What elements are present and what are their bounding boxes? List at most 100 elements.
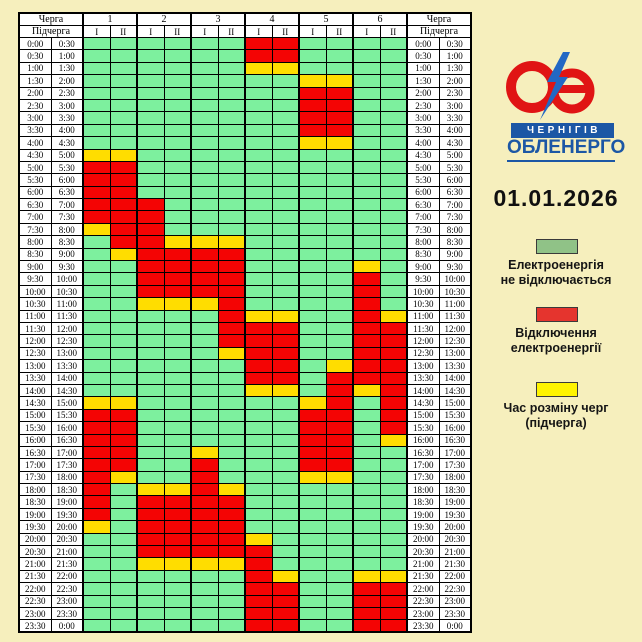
schedule-cell [109, 111, 138, 125]
schedule-cell [163, 483, 192, 497]
time-end-right: 4:30 [438, 136, 472, 150]
time-start: 3:30 [18, 123, 52, 138]
queue-header-3: 3 [190, 12, 246, 26]
schedule-cell [190, 136, 219, 150]
schedule-cell [109, 569, 138, 584]
schedule-cell [379, 383, 408, 398]
schedule-cell [271, 74, 300, 88]
time-end-right: 6:30 [438, 185, 472, 200]
schedule-cell [136, 334, 165, 348]
schedule-cell [271, 346, 300, 361]
schedule-cell [163, 433, 192, 447]
schedule-cell [325, 507, 354, 522]
time-start: 18:30 [18, 495, 52, 509]
time-start-right: 23:30 [406, 619, 440, 633]
schedule-cell [109, 606, 138, 621]
schedule-cell [163, 470, 192, 485]
schedule-cell [271, 532, 300, 547]
time-start-right: 16:00 [406, 433, 440, 447]
schedule-cell [163, 544, 192, 559]
schedule-cell [136, 148, 165, 162]
schedule-cell [379, 98, 408, 113]
schedule-cell [82, 173, 111, 187]
schedule-cell [325, 495, 354, 509]
schedule-cell [244, 49, 273, 63]
schedule-cell [163, 458, 192, 472]
time-end: 14:00 [50, 371, 84, 385]
schedule-cell [325, 61, 354, 76]
schedule-cell [190, 36, 219, 51]
schedule-cell [271, 222, 300, 237]
schedule-cell [82, 185, 111, 200]
time-end: 20:00 [50, 520, 84, 534]
time-start: 17:30 [18, 470, 52, 485]
schedule-cell [190, 185, 219, 200]
time-end: 10:30 [50, 284, 84, 299]
schedule-cell [244, 284, 273, 299]
time-end: 17:30 [50, 458, 84, 472]
time-end-right: 12:00 [438, 321, 472, 336]
schedule-cell [109, 272, 138, 286]
schedule-cell [82, 371, 111, 385]
schedule-cell [82, 247, 111, 262]
time-start: 6:30 [18, 198, 52, 212]
time-start-right: 11:00 [406, 309, 440, 324]
schedule-cell [298, 284, 327, 299]
schedule-cell [271, 284, 300, 299]
time-start-right: 17:00 [406, 458, 440, 472]
time-end: 2:00 [50, 74, 84, 88]
time-end-right: 5:30 [438, 160, 472, 175]
schedule-cell [244, 173, 273, 187]
schedule-cell [379, 198, 408, 212]
schedule-cell [136, 495, 165, 509]
schedule-cell [109, 74, 138, 88]
time-end: 15:00 [50, 396, 84, 410]
schedule-cell [352, 359, 381, 373]
schedule-cell [352, 136, 381, 150]
schedule-cell [109, 334, 138, 348]
schedule-cell [271, 247, 300, 262]
schedule-cell [136, 557, 165, 571]
schedule-cell [109, 445, 138, 460]
schedule-cell [298, 520, 327, 534]
schedule-cell [82, 483, 111, 497]
schedule-cell [379, 173, 408, 187]
brand-city: ЧЕРНІГІВ [511, 123, 614, 138]
legend-swatch-yellow [536, 382, 578, 397]
schedule-cell [82, 458, 111, 472]
schedule-date: 01.01.2026 [493, 185, 619, 211]
time-end-right: 21:00 [438, 544, 472, 559]
lightning-bolt-icon [540, 52, 570, 120]
schedule-cell [190, 445, 219, 460]
time-start: 22:00 [18, 582, 52, 596]
schedule-cell [190, 61, 219, 76]
schedule-cell [352, 346, 381, 361]
time-start: 23:00 [18, 606, 52, 621]
schedule-cell [352, 520, 381, 534]
schedule-cell [136, 111, 165, 125]
schedule-cell [136, 61, 165, 76]
schedule-cell [298, 260, 327, 274]
schedule-cell [271, 198, 300, 212]
schedule-cell [217, 111, 246, 125]
schedule-cell [82, 421, 111, 435]
schedule-cell [136, 483, 165, 497]
schedule-cell [217, 606, 246, 621]
schedule-cell [82, 61, 111, 76]
schedule-cell [271, 309, 300, 324]
schedule-cell [82, 160, 111, 175]
schedule-cell [217, 86, 246, 100]
schedule-cell [82, 359, 111, 373]
time-start-right: 17:30 [406, 470, 440, 485]
time-end: 18:30 [50, 483, 84, 497]
schedule-cell [163, 160, 192, 175]
schedule-cell [163, 272, 192, 286]
schedule-cell [163, 321, 192, 336]
schedule-cell [217, 74, 246, 88]
schedule-cell [217, 346, 246, 361]
schedule-cell [379, 421, 408, 435]
schedule-cell [325, 136, 354, 150]
time-end-right: 18:00 [438, 470, 472, 485]
schedule-cell [109, 86, 138, 100]
schedule-cell [271, 383, 300, 398]
